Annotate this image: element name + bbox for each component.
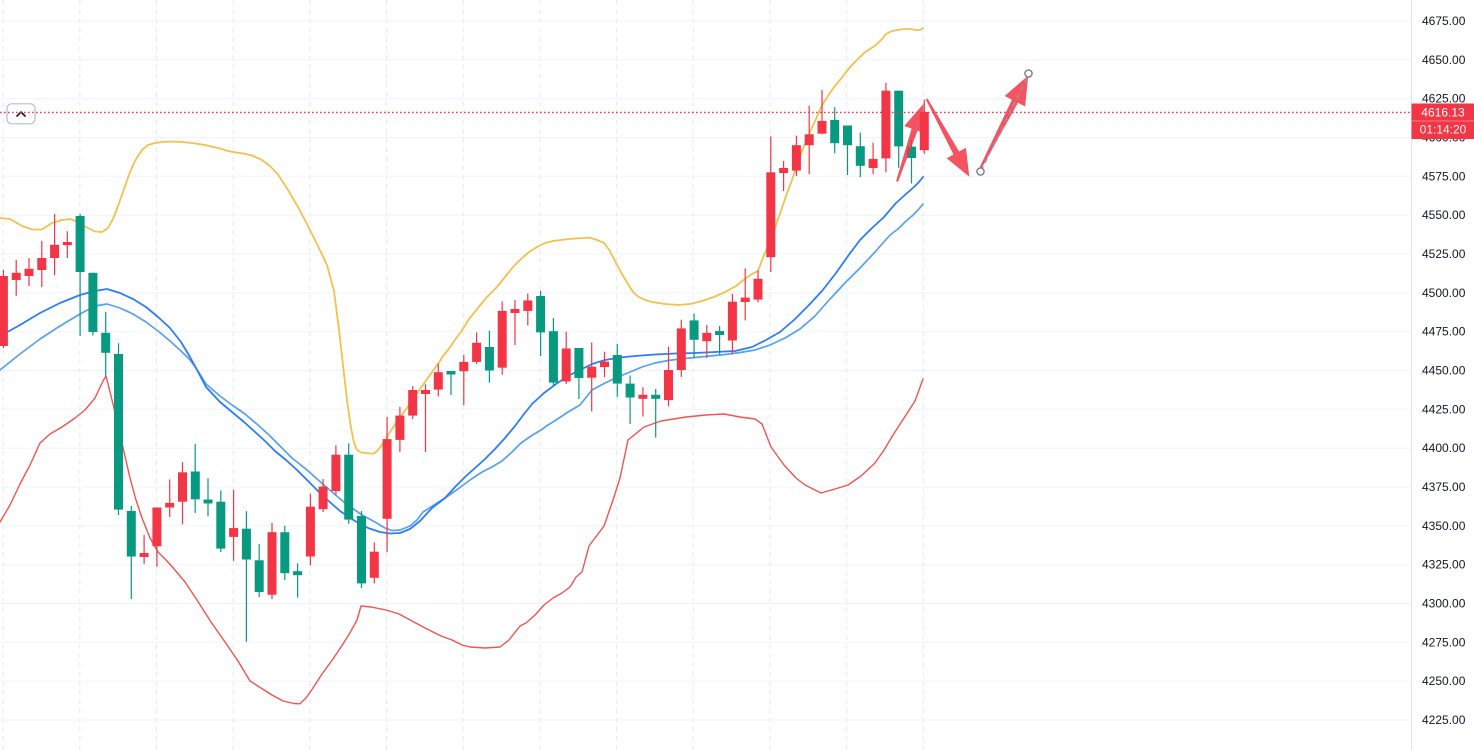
svg-text:01:14:20: 01:14:20 <box>1420 123 1467 137</box>
svg-text:4625.00: 4625.00 <box>1422 92 1466 106</box>
svg-text:4475.00: 4475.00 <box>1422 325 1466 339</box>
svg-text:4616.13: 4616.13 <box>1421 106 1465 120</box>
svg-text:4325.00: 4325.00 <box>1422 558 1466 572</box>
svg-text:4525.00: 4525.00 <box>1422 247 1466 261</box>
svg-text:4350.00: 4350.00 <box>1422 519 1466 533</box>
svg-text:4275.00: 4275.00 <box>1422 635 1466 649</box>
svg-text:4300.00: 4300.00 <box>1422 597 1466 611</box>
svg-text:4650.00: 4650.00 <box>1422 53 1466 67</box>
svg-text:4375.00: 4375.00 <box>1422 480 1466 494</box>
svg-text:4575.00: 4575.00 <box>1422 169 1466 183</box>
svg-text:4250.00: 4250.00 <box>1422 674 1466 688</box>
svg-text:4500.00: 4500.00 <box>1422 286 1466 300</box>
svg-text:4425.00: 4425.00 <box>1422 402 1466 416</box>
svg-text:4400.00: 4400.00 <box>1422 441 1466 455</box>
svg-text:4450.00: 4450.00 <box>1422 364 1466 378</box>
svg-text:4225.00: 4225.00 <box>1422 713 1466 727</box>
svg-text:4550.00: 4550.00 <box>1422 208 1466 222</box>
svg-text:4675.00: 4675.00 <box>1422 14 1466 28</box>
